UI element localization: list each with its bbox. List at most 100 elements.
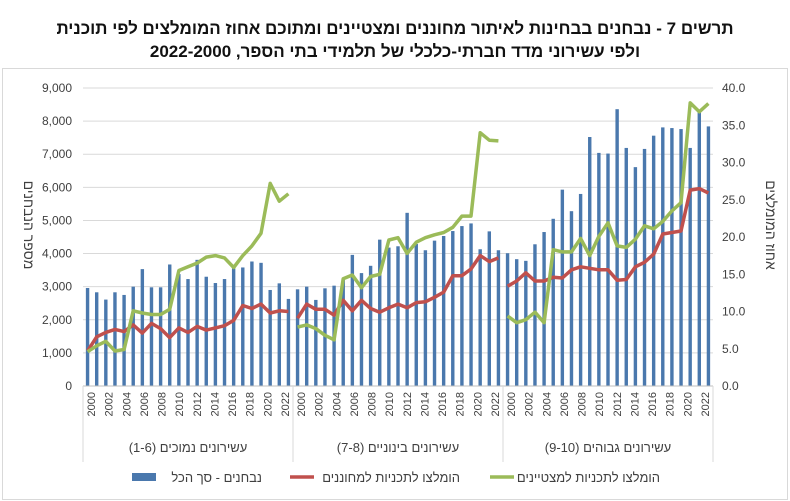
bar-examinees — [295, 289, 300, 386]
y-right-tick-label: 25.0 — [722, 193, 746, 207]
chart-frame — [2, 68, 788, 500]
x-tick-label-year: 2010 — [594, 392, 606, 416]
bar-examinees — [122, 294, 126, 386]
y-axis-right-title: אחוז המומלצים — [763, 180, 779, 270]
bar-examinees — [706, 126, 711, 387]
axes: 0 1,000 2,000 3,000 4,000 5,000 6,000 7,000 8,00… — [42, 81, 746, 462]
y-left-tick-label: 9,000 — [42, 81, 72, 95]
bar-examinees — [460, 226, 464, 386]
bar-examinees — [551, 218, 555, 386]
x-tick-label-year: 2000 — [506, 392, 518, 416]
x-tick-label-year: 2014 — [420, 392, 432, 416]
group-label: עשירונים נמוכים (1-6) — [129, 440, 248, 455]
x-tick-label-year: 2012 — [612, 392, 624, 416]
x-tick-label-year: 2018 — [665, 392, 677, 416]
x-tick-label-year: 2002 — [314, 392, 326, 416]
bar-examinees — [679, 129, 683, 386]
x-tick-label-year: 2000 — [86, 392, 98, 416]
bar-examinees — [441, 236, 446, 386]
bar-examinees — [633, 167, 638, 386]
x-tick-label-year: 2010 — [174, 392, 186, 416]
x-tick-label-year: 2012 — [402, 392, 414, 416]
x-tick-label-year: 2012 — [192, 392, 204, 416]
x-tick-label-year: 2000 — [296, 392, 308, 416]
y-left-tick-label: 3,000 — [42, 280, 72, 294]
y-right-tick-label: 15.0 — [722, 267, 746, 281]
bar-examinees — [432, 240, 437, 386]
y-right-tick-label: 40.0 — [722, 81, 746, 95]
bar-examinees — [250, 261, 254, 386]
bars — [85, 109, 711, 387]
y-left-tick-label: 5,000 — [42, 213, 72, 227]
x-tick-label-year: 2018 — [455, 392, 467, 416]
legend-label: הומלצו לתכניות למצטיינים — [517, 470, 660, 485]
x-tick-label-year: 2016 — [437, 392, 449, 416]
bar-examinees — [423, 250, 428, 386]
bar-examinees — [304, 286, 309, 386]
legend-label: הומלצו לתכניות למחוננים — [322, 470, 460, 485]
bar-examinees — [85, 287, 90, 386]
legend-swatch-bar — [132, 473, 156, 481]
x-tick-label-year: 2004 — [121, 392, 133, 416]
bar-examinees — [350, 254, 355, 386]
bar-examinees — [149, 287, 154, 386]
x-tick-label-year: 2022 — [700, 392, 712, 416]
y-right-tick-label: 5.0 — [722, 342, 739, 356]
bar-examinees — [451, 231, 455, 386]
bar-examinees — [533, 244, 537, 386]
x-tick-label-year: 2020 — [472, 392, 484, 416]
x-tick-label-year: 2008 — [577, 392, 589, 416]
bar-examinees — [661, 127, 665, 386]
x-tick-label-year: 2010 — [384, 392, 396, 416]
x-tick-label-year: 2016 — [227, 392, 239, 416]
bar-examinees — [168, 264, 172, 386]
x-tick-label-year: 2020 — [262, 392, 274, 416]
x-tick-label-year: 2014 — [210, 392, 222, 416]
x-tick-label-year: 2006 — [139, 392, 151, 416]
bar-examinees — [222, 279, 227, 386]
x-tick-label-year: 2004 — [541, 392, 553, 416]
x-tick-label-year: 2022 — [490, 392, 502, 416]
x-tick-label-year: 2008 — [157, 392, 169, 416]
bar-examinees — [624, 147, 628, 386]
bar-examinees — [113, 292, 117, 386]
bar-examinees — [496, 250, 501, 386]
bar-examinees — [387, 247, 391, 386]
group-label: עשירונים גבוהים (9-10) — [545, 440, 672, 455]
bar-examinees — [140, 269, 145, 386]
y-axis-left-title: מספר הנבחנים — [21, 181, 37, 270]
y-left-tick-label: 1,000 — [42, 346, 72, 360]
bar-examinees — [524, 260, 528, 386]
y-left-tick-label: 6,000 — [42, 180, 72, 194]
chart-title: תרשים 7 - נבחנים בבחינות לאיתור מחוננים … — [5, 17, 785, 63]
bar-examinees — [588, 137, 592, 386]
bar-examinees — [670, 128, 674, 386]
x-tick-label-year: 2004 — [331, 392, 343, 416]
bar-examinees — [578, 193, 583, 386]
bar-examinees — [368, 265, 373, 386]
lines — [86, 101, 710, 354]
y-left-tick-label: 7,000 — [42, 147, 72, 161]
y-left-tick-label: 0 — [65, 379, 72, 393]
x-tick-label-year: 2002 — [104, 392, 116, 416]
chart-title-line-2: ולפי עשירוני מדד חברתי-כלכלי של תלמידי ב… — [149, 42, 641, 61]
y-right-tick-label: 10.0 — [722, 305, 746, 319]
bar-examinees — [560, 189, 565, 386]
x-tick-label-year: 2020 — [682, 392, 694, 416]
bar-examinees — [569, 211, 574, 386]
y-right-tick-label: 0.0 — [722, 379, 739, 393]
bar-examinees — [231, 268, 236, 386]
bar-examinees — [241, 267, 245, 386]
bar-examinees — [414, 243, 418, 386]
bar-examinees — [642, 148, 647, 386]
group-label: עשירונים בינוניים (7-8) — [337, 440, 459, 455]
bar-examinees — [651, 135, 656, 386]
bar-examinees — [396, 246, 400, 386]
bar-examinees — [469, 223, 473, 386]
y-right-tick-label: 30.0 — [722, 156, 746, 170]
x-tick-label-year: 2018 — [245, 392, 257, 416]
chart-title-line-1: תרשים 7 - נבחנים בבחינות לאיתור מחוננים … — [56, 19, 734, 38]
legend: נבחנים - סך הכל הומלצו לתכניות למחוננים הו… — [132, 470, 660, 485]
y-right-tick-label: 20.0 — [722, 230, 746, 244]
